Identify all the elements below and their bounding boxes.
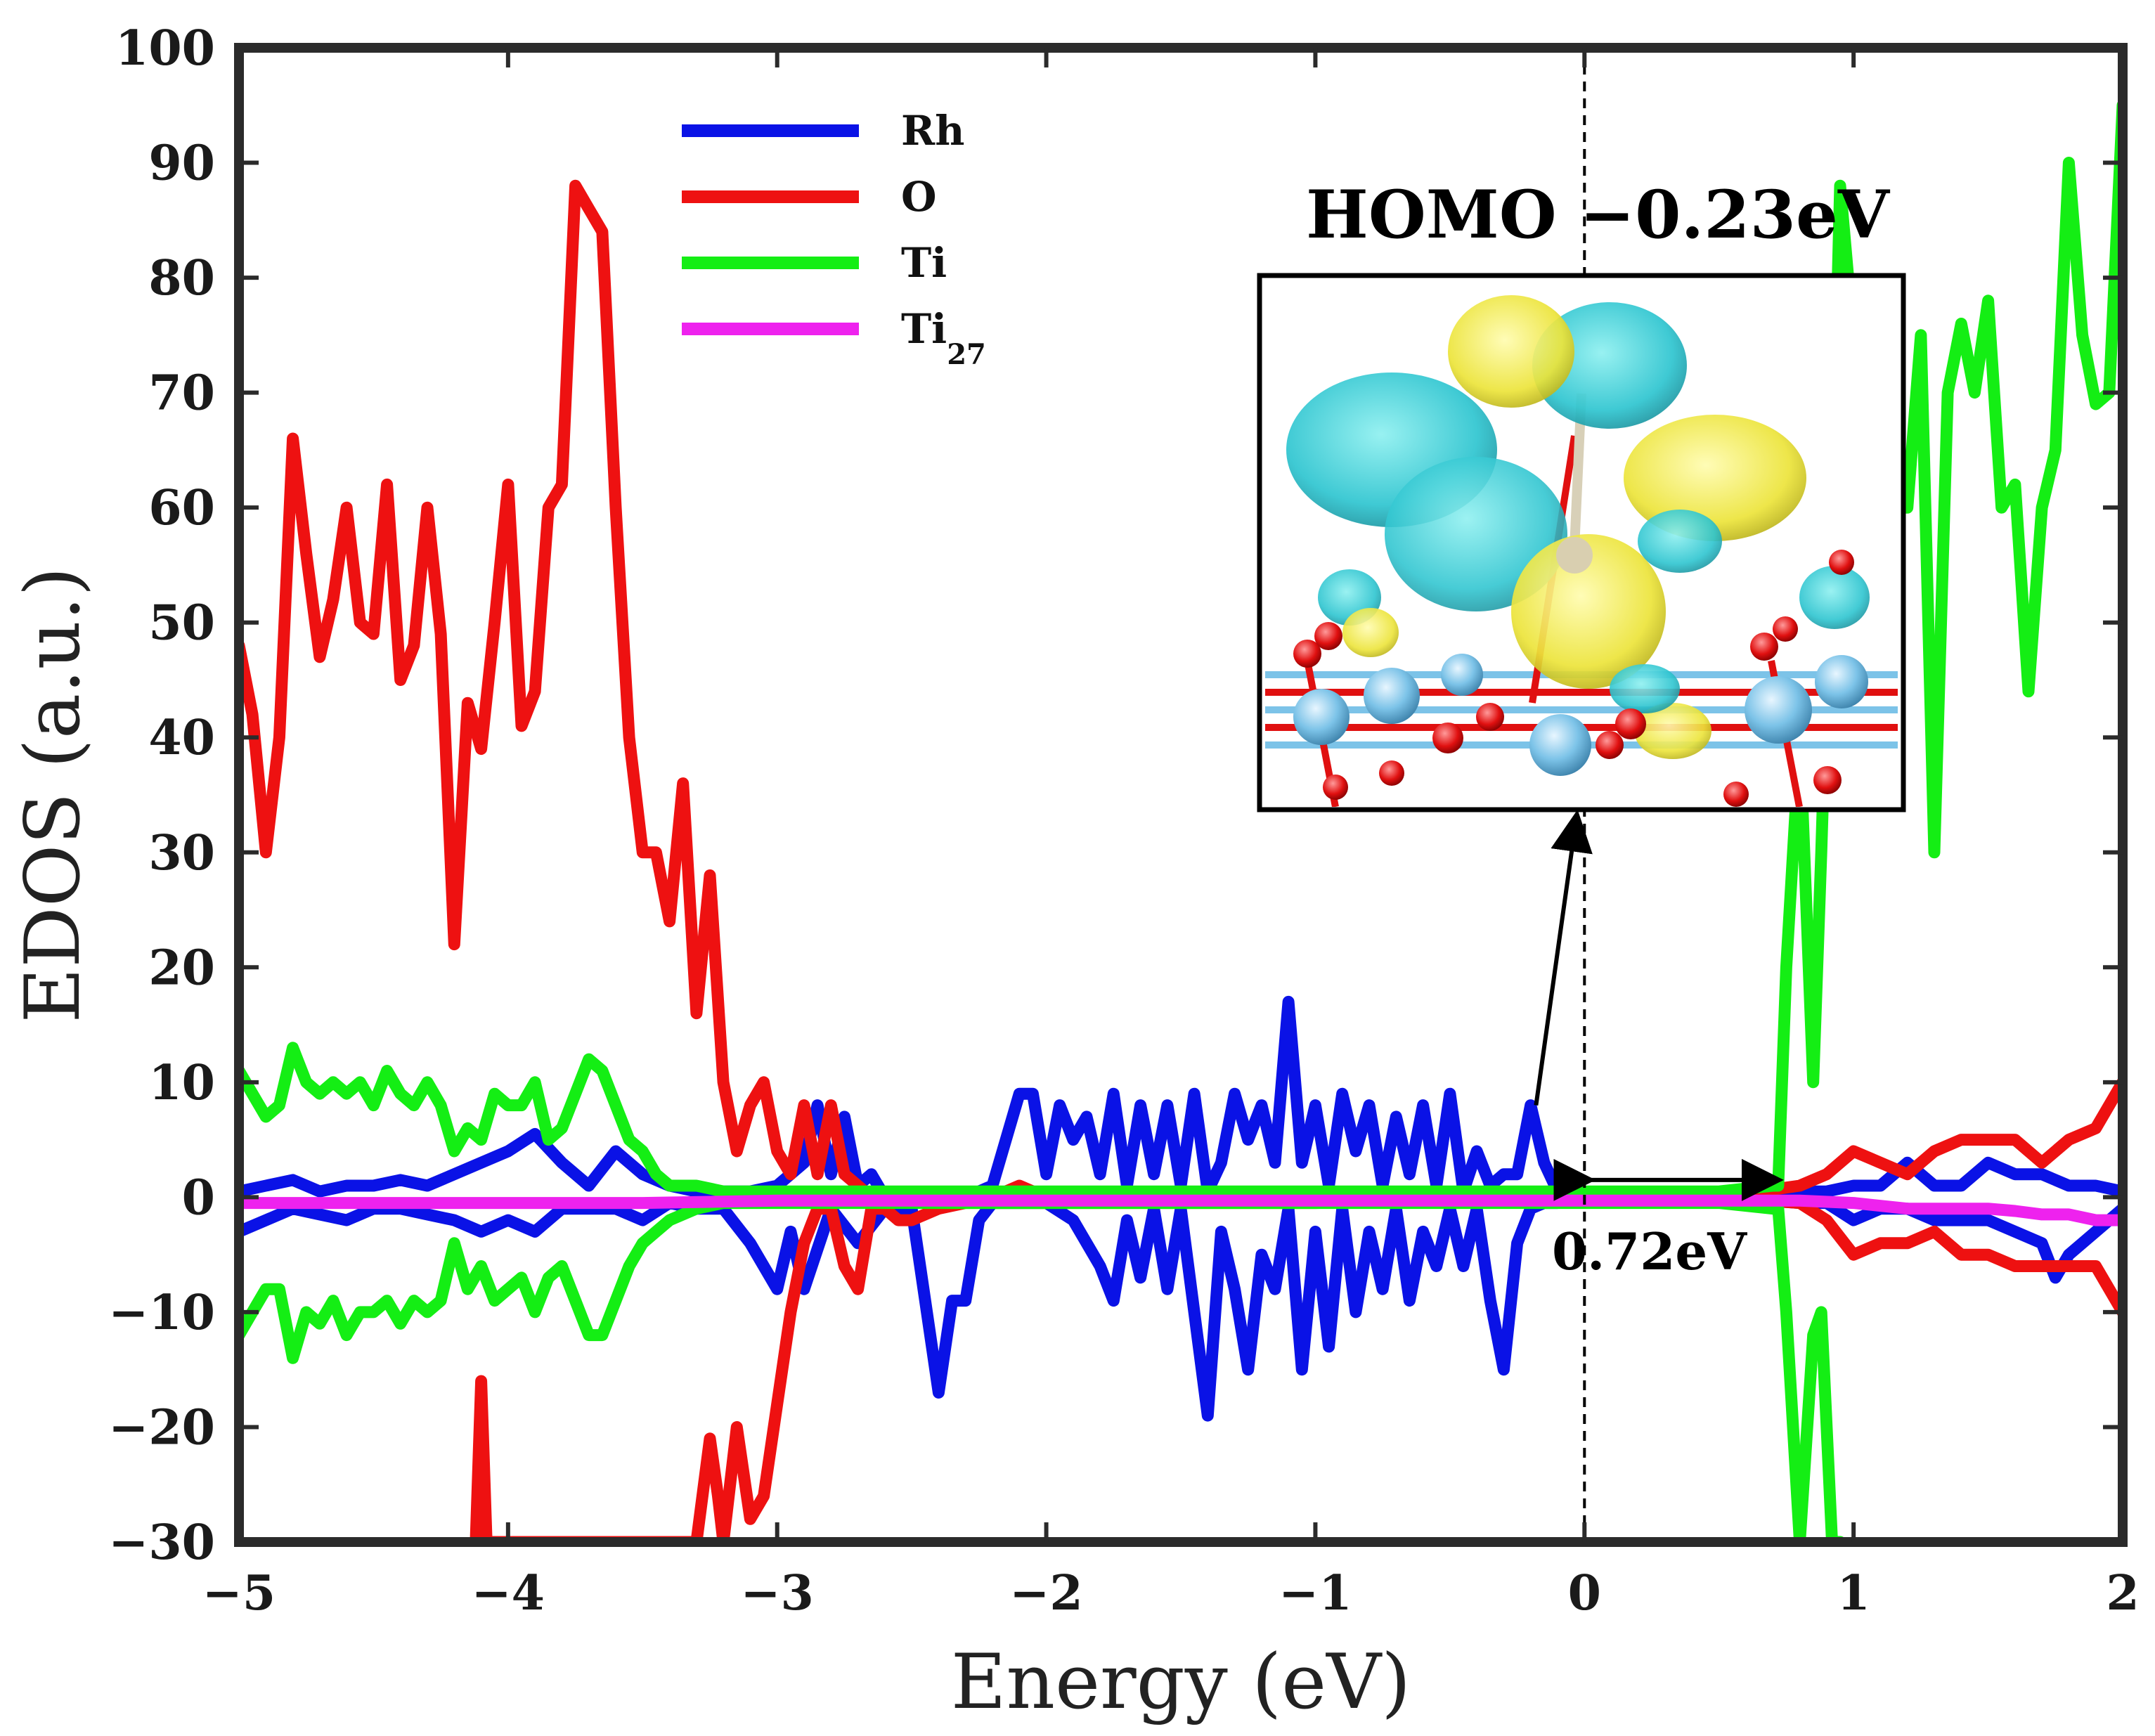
legend-label: O xyxy=(901,173,937,221)
x-tick-label: −5 xyxy=(202,1565,276,1621)
y-tick-label: 40 xyxy=(148,710,215,766)
y-tick-label: 70 xyxy=(148,365,215,422)
inset-o-atoms xyxy=(1293,550,1854,807)
y-tick-label: 60 xyxy=(148,480,215,536)
y-tick-label: 30 xyxy=(148,825,215,881)
series-line-o xyxy=(239,179,2123,1203)
y-tick-label: 0 xyxy=(182,1170,215,1226)
y-tick-label: 90 xyxy=(148,136,215,192)
x-tick-label: −2 xyxy=(1009,1565,1082,1621)
legend-label: Ti27 xyxy=(901,305,986,371)
y-tick-label: −30 xyxy=(108,1515,215,1571)
y-tick-label: 100 xyxy=(115,20,215,77)
homo-inset xyxy=(1257,273,1906,812)
y-tick-label: −20 xyxy=(108,1399,215,1456)
x-tick-label: 2 xyxy=(2106,1565,2139,1621)
x-tick-label: −1 xyxy=(1279,1565,1352,1621)
band-gap-label: 0.72eV xyxy=(1552,1222,1747,1281)
x-tick-label: 1 xyxy=(1837,1565,1870,1621)
y-tick-label: 20 xyxy=(148,940,215,996)
x-tick-label: −4 xyxy=(472,1565,545,1621)
y-tick-label: 80 xyxy=(148,250,215,306)
x-tick-label: 0 xyxy=(1568,1565,1601,1621)
y-tick-label: −10 xyxy=(108,1285,215,1341)
y-tick-label: 50 xyxy=(148,595,215,652)
series-layer xyxy=(239,99,2123,1542)
y-tick-label: 10 xyxy=(148,1055,215,1111)
legend-label: Ti xyxy=(901,239,947,287)
legend: Rh O Ti Ti27 xyxy=(682,107,986,371)
x-axis-title: Energy (eV) xyxy=(951,1638,1411,1726)
series-line-o-down xyxy=(470,1191,2123,1542)
homo-arrow xyxy=(1534,809,1593,1106)
x-axis: −5 −4 −3 −2 −1 0 1 2 xyxy=(202,48,2140,1621)
y-axis-title: EDOS (a.u.) xyxy=(9,566,97,1023)
inset-ti-atoms xyxy=(1293,654,1868,776)
plot-frame xyxy=(234,43,2128,1547)
homo-label: HOMO −0.23eV xyxy=(1306,176,1891,254)
legend-label: Rh xyxy=(901,107,964,155)
annotations: HOMO −0.23eV 0.72eV xyxy=(1306,176,1891,1281)
x-tick-label: −3 xyxy=(741,1565,814,1621)
series-line-ti xyxy=(239,99,2123,1198)
legend-label-subscript: 27 xyxy=(947,338,986,371)
